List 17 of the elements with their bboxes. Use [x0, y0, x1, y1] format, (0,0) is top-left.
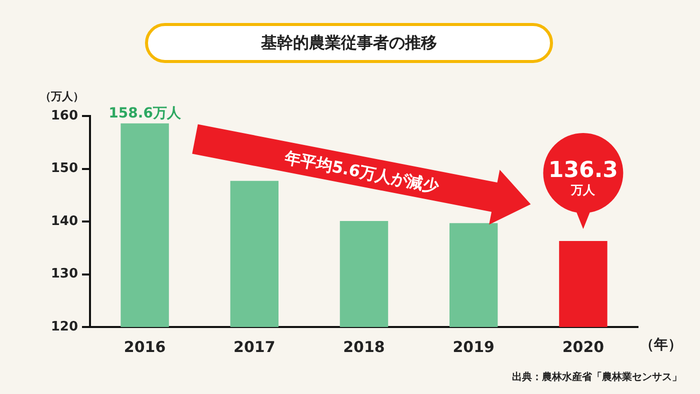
x-tick-label: 2016	[124, 338, 166, 356]
y-tick-label: 150	[50, 161, 78, 176]
y-tick-label: 140	[50, 214, 78, 229]
x-axis-title: （年）	[640, 337, 682, 353]
source-note: 出典：農林水産省「農林業センサス」	[512, 370, 682, 384]
y-tick-label: 120	[50, 319, 78, 334]
x-tick-label: 2018	[343, 338, 385, 356]
x-tick-label: 2019	[452, 338, 494, 356]
x-tick-label: 2020	[562, 338, 604, 356]
y-tick-label: 160	[50, 108, 78, 124]
data-label: 158.6万人	[108, 105, 182, 122]
y-tick-label: 130	[50, 266, 78, 282]
data-label: 136.3万人	[548, 158, 618, 198]
chart-title: 基幹的農業従事者の推移	[145, 23, 553, 63]
y-axis-title: （万人）	[40, 90, 84, 103]
annotation: 年平均5.6万人が減少	[282, 147, 442, 196]
x-tick-label: 2017	[234, 338, 276, 356]
